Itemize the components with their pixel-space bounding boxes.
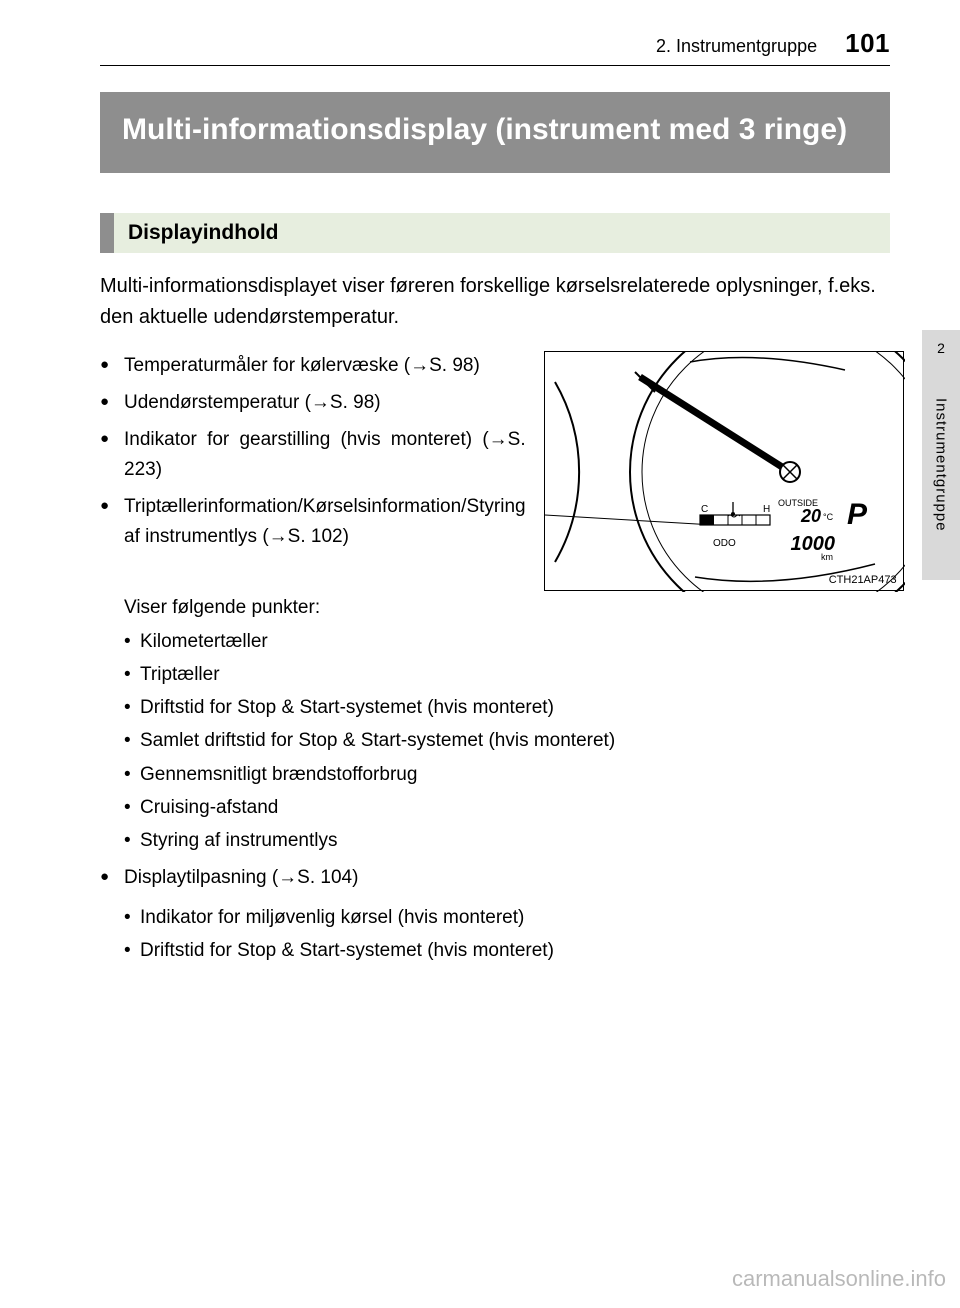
chapter-tab: 2 Instrumentgruppe [922, 330, 960, 580]
bullet-item: Udendørstemperatur (→S. 98) [100, 388, 526, 417]
intro-paragraph: Multi-informationsdisplayet viser førere… [100, 271, 890, 333]
chapter-label: Instrumentgruppe [933, 398, 950, 532]
bullet-item: Temperaturmåler for kølervæske (→S. 98) [100, 351, 526, 380]
figure-caption: CTH21AP473 [829, 574, 897, 586]
sub-list-2: Indikator for miljøvenlig kørsel (hvis m… [124, 901, 890, 968]
gauge-h-label: H [763, 504, 770, 515]
odo-label: ODO [713, 538, 736, 549]
bullet-item: Displaytilpasning (→S. 104) [100, 863, 890, 892]
gauge-c-label: C [701, 504, 708, 515]
bullet-item: Triptællerinformation/Kørselsinformation… [100, 492, 526, 551]
page-title-block: Multi-informationsdisplay (instrument me… [100, 92, 890, 173]
watermark: carmanualsonline.info [732, 1266, 946, 1292]
sub-item: Cruising-afstand [124, 791, 890, 824]
header-section-label: 2. Instrumentgruppe [656, 36, 817, 57]
sub-item: Driftstid for Stop & Start-systemet (hvi… [124, 691, 890, 724]
sub-item: Indikator for miljøvenlig kørsel (hvis m… [124, 901, 890, 934]
page-number: 101 [845, 28, 890, 59]
odo-unit: km [821, 552, 833, 562]
subheading-bar [100, 213, 114, 253]
sub-item: Triptæller [124, 658, 890, 691]
subheading-label: Displayindhold [114, 213, 293, 253]
sub-item: Styring af instrumentlys [124, 824, 890, 857]
sub-item: Kilometertæller [124, 625, 890, 658]
page-title: Multi-informationsdisplay (instrument me… [122, 110, 868, 151]
page-header: 2. Instrumentgruppe 101 [100, 28, 890, 59]
outside-unit: °C [823, 512, 834, 522]
sub-item: Driftstid for Stop & Start-systemet (hvi… [124, 934, 890, 967]
outside-value: 20 [800, 506, 821, 526]
bullet-list-bottom: Displaytilpasning (→S. 104) [100, 863, 890, 892]
sub-item: Gennemsnitligt brændstofforbrug [124, 758, 890, 791]
sub-item: Samlet driftstid for Stop & Start-system… [124, 724, 890, 757]
sub-intro: Viser følgende punkter: [124, 597, 890, 619]
bullet-list-top: Temperaturmåler for kølervæske (→S. 98) … [100, 351, 526, 552]
header-rule [100, 65, 890, 66]
instrument-figure: C H OUTSIDE 20 °C [544, 351, 904, 591]
subheading: Displayindhold [100, 213, 890, 253]
sub-list-1: Kilometertæller Triptæller Driftstid for… [124, 625, 890, 858]
chapter-number: 2 [922, 340, 960, 356]
bullet-item: Indikator for gearstilling (hvis montere… [100, 425, 526, 484]
gear-indicator: P [847, 498, 868, 531]
